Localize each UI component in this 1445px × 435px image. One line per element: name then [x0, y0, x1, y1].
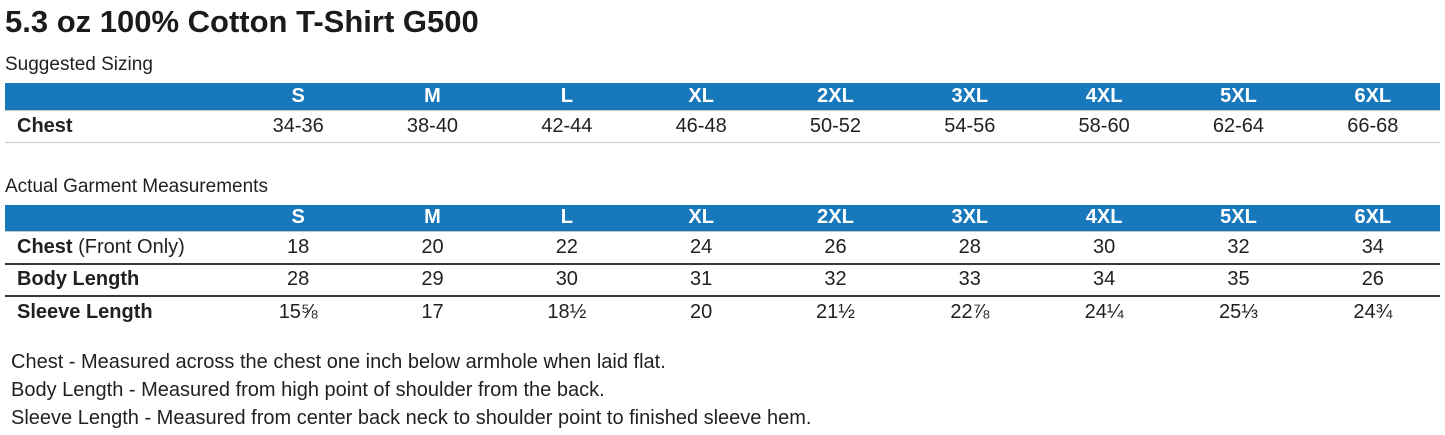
row-label: Chest — [17, 114, 73, 137]
measurement-cell: 62-64 — [1212, 114, 1265, 137]
measurement-cell: 26 — [824, 235, 847, 258]
measurement-cell: 20 — [421, 235, 444, 258]
table-row: Chest (Front Only) 18 20 22 24 26 28 30 32 34 — [5, 232, 1440, 264]
size-column-header: 5XL — [1171, 204, 1306, 232]
measurement-cell: 17 — [421, 300, 444, 323]
measurement-cell: 30 — [555, 268, 578, 290]
suggested-sizing-table: S M L XL 2XL 3XL 4XL 5XL 6XL Chest 34-36 38-40 42-44… — [5, 83, 1440, 143]
measurement-cell: 25⅓ — [1218, 300, 1258, 323]
size-column-header: L — [499, 83, 634, 110]
size-column-header: S — [231, 204, 366, 232]
size-column-header: S — [231, 83, 366, 110]
measurement-cell: 28 — [958, 235, 981, 258]
measurement-cell: 30 — [1093, 235, 1116, 258]
size-column-header: 4XL — [1036, 83, 1172, 110]
measurement-cell: 24 — [690, 235, 713, 258]
size-column-header: 6XL — [1305, 83, 1440, 110]
table-row: Body Length 28 29 30 31 32 33 34 35 26 — [5, 264, 1440, 296]
measurement-cell: 58-60 — [1078, 114, 1130, 137]
measurement-cell: 34 — [1361, 235, 1384, 258]
measurement-cell: 54-56 — [944, 114, 996, 137]
row-label: Body Length — [17, 268, 140, 290]
measurement-cell: 35 — [1227, 268, 1250, 290]
suggested-sizing-label: Suggested Sizing — [5, 54, 153, 75]
measurement-cell: 33 — [958, 268, 981, 290]
measurement-cell: 50-52 — [809, 114, 862, 137]
measurement-cell: 22⅞ — [950, 300, 990, 323]
measurement-cell: 46-48 — [675, 114, 727, 137]
size-column-header: 4XL — [1036, 204, 1172, 232]
note-body-length: Body Length - Measured from high point o… — [11, 378, 605, 401]
measurement-cell: 26 — [1361, 268, 1384, 290]
note-chest: Chest - Measured across the chest one in… — [11, 350, 666, 373]
size-column-header: M — [365, 204, 500, 232]
actual-measurements-label: Actual Garment Measurements — [5, 175, 268, 197]
size-column-header: 3XL — [902, 83, 1037, 110]
size-column-header: 5XL — [1171, 83, 1306, 110]
size-column-header: 6XL — [1305, 204, 1440, 232]
table-header-row: S M L XL 2XL 3XL 4XL 5XL 6XL — [5, 83, 1440, 110]
table-header-row: S M L XL 2XL 3XL 4XL 5XL 6XL — [5, 204, 1440, 232]
size-column-header: L — [499, 204, 634, 232]
measurement-cell: 66-68 — [1347, 114, 1399, 137]
measurement-cell: 34 — [1093, 268, 1116, 290]
measurement-cell: 28 — [287, 268, 310, 290]
size-column-header: XL — [633, 83, 769, 110]
measurement-cell: 15⅝ — [278, 300, 318, 323]
measurement-cell: 21½ — [816, 300, 855, 323]
table-row: Sleeve Length 15⅝ 17 18½ 20 21½ 22⅞ 24¼ 25⅓ 24¾ — [5, 296, 1440, 328]
measurement-cell: 42-44 — [541, 114, 593, 137]
size-column-header: 3XL — [902, 204, 1037, 232]
measurement-cell: 20 — [690, 300, 713, 323]
measurement-cell: 22 — [555, 235, 578, 258]
table-row: Chest 34-36 38-40 42-44 46-48 50-52 54-56 58-60… — [5, 110, 1440, 142]
note-sleeve-length: Sleeve Length - Measured from center bac… — [11, 406, 812, 429]
row-label: Sleeve Length — [17, 300, 153, 323]
measurement-cell: 29 — [421, 268, 444, 290]
header-corner-cell — [5, 204, 231, 232]
suggested-sizing-section: Suggested Sizing S M L XL 2XL 3XL 4XL 5XL 6XL Che… — [5, 54, 1440, 143]
measurement-cell: 24¼ — [1084, 300, 1124, 323]
size-column-header: XL — [633, 204, 769, 232]
size-column-header: 2XL — [768, 83, 903, 110]
row-label: Chest (Front Only) — [17, 235, 185, 258]
size-column-header: M — [365, 83, 500, 110]
actual-measurements-section: Actual Garment Measurements S M L XL 2XL 3XL 4… — [5, 176, 1440, 328]
measurement-notes: Chest - Measured across the chest one in… — [11, 348, 1440, 432]
measurement-cell: 32 — [824, 268, 847, 290]
actual-measurements-table: S M L XL 2XL 3XL 4XL 5XL 6XL Chest (Front Only) 18… — [5, 204, 1440, 328]
measurement-cell: 18½ — [547, 300, 587, 323]
measurement-cell: 34-36 — [272, 114, 324, 137]
measurement-cell: 24¾ — [1353, 300, 1393, 323]
size-column-header: 2XL — [768, 204, 903, 232]
measurement-cell: 32 — [1227, 235, 1250, 258]
measurement-cell: 18 — [287, 235, 310, 258]
measurement-cell: 31 — [690, 268, 713, 290]
page-title: 5.3 oz 100% Cotton T-Shirt G500 — [5, 4, 479, 39]
header-corner-cell — [5, 83, 231, 110]
measurement-cell: 38-40 — [406, 114, 459, 137]
